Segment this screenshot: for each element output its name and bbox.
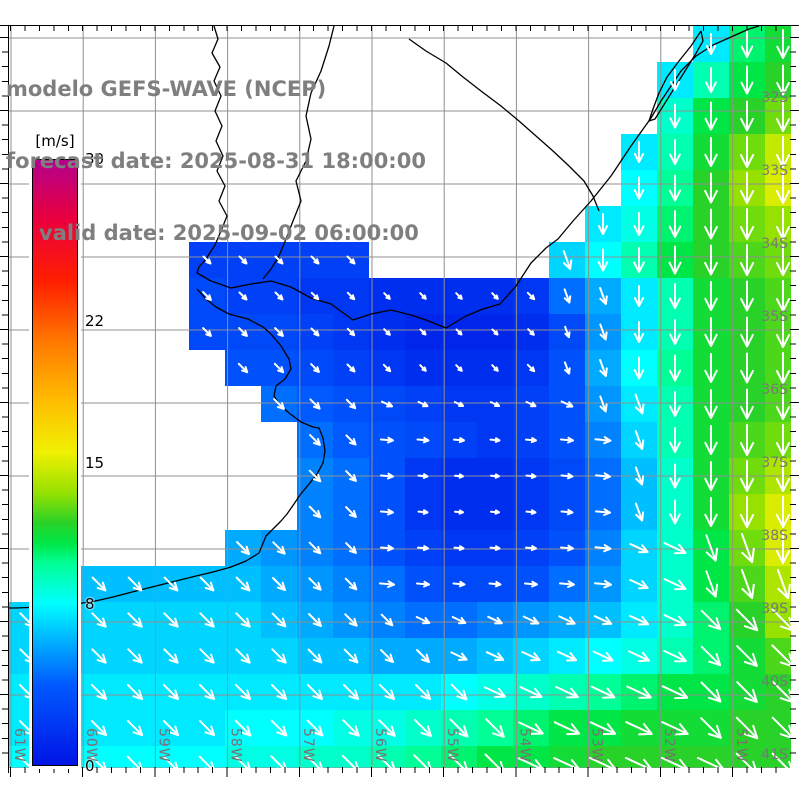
colorbar-tick: 30 [85, 150, 105, 168]
lon-label: 52W [660, 728, 677, 763]
lat-label: 33S [761, 163, 788, 179]
colorbar-tick: 8 [85, 595, 95, 614]
lat-label: 41S [761, 747, 788, 763]
map-frame [8, 25, 791, 768]
colorbar [32, 159, 78, 766]
lat-label: 35S [761, 309, 788, 325]
colorbar-tick: 15 [85, 453, 105, 472]
colorbar-tick: 0 [85, 757, 95, 775]
lon-label: 58W [227, 728, 244, 763]
axis-ticks-right-major [790, 25, 799, 767]
model-title: modelo GEFS-WAVE (NCEP) [6, 77, 327, 101]
valid-date-line: valid date: 2025-09-02 06:00:00 [39, 221, 419, 245]
lat-label: 37S [761, 455, 788, 471]
lon-label: 54W [516, 728, 533, 763]
lat-label: 38S [761, 528, 788, 544]
colorbar-unit-label: [m/s] [35, 132, 75, 150]
lon-label: 59W [155, 728, 172, 763]
lat-label: 36S [761, 382, 788, 398]
forecast-date-line: forecast date: 2025-08-31 18:00:00 [6, 149, 426, 173]
lon-label: 61W [11, 728, 27, 763]
colorbar-tick: 22 [85, 311, 105, 330]
lat-label: 39S [761, 601, 788, 617]
title-block: modelo GEFS-WAVE (NCEP) forecast date: 2… [6, 29, 426, 293]
lon-label: 51W [732, 728, 749, 763]
lat-label: 40S [761, 674, 788, 690]
lon-label: 57W [299, 728, 316, 763]
lon-label: 55W [444, 728, 461, 763]
lat-label: 34S [761, 236, 788, 252]
lat-label: 32S [761, 90, 788, 106]
lon-label: 53W [588, 728, 605, 763]
wave-field-layer [9, 26, 791, 768]
lon-label: 56W [372, 728, 388, 763]
lon-label: 60W [83, 728, 100, 763]
axis-ticks-bottom-major [8, 767, 790, 777]
